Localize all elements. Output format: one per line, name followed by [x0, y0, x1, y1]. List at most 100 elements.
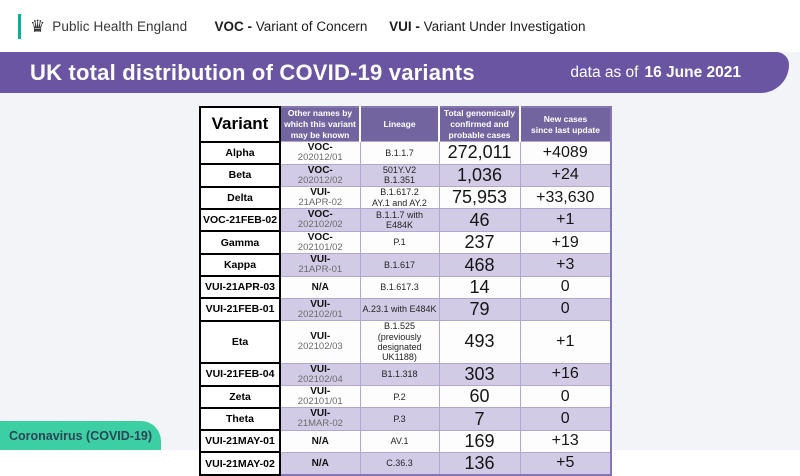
table-row: Gamma VOC- 202101/02 P.1 237 +19: [199, 230, 612, 255]
total-cases-cell: 303: [438, 362, 521, 387]
table-row: VUI-21MAY-01 N/A AV.1 169 +13: [199, 429, 612, 454]
other-names-line1: VUI-: [310, 408, 331, 420]
lineage-cell: B.1.617.2 AY.1 and AY.2: [359, 186, 440, 210]
other-names-line2: 202102/02: [297, 219, 343, 231]
vui-abbr: VUI -: [389, 18, 420, 34]
other-names-cell: VUI- 202102/04: [279, 362, 361, 387]
logo-text: Public Health England: [52, 18, 188, 34]
other-names-line2: 202101/02: [297, 241, 343, 253]
new-cases-cell: +16: [519, 362, 612, 387]
other-names-line1: VOC-: [307, 142, 333, 154]
table-row: VUI-21FEB-01 VUI- 202102/01 A.23.1 with E48…: [199, 297, 612, 322]
col-header-total-cases: Total genomically confirmed and probable…: [438, 107, 520, 142]
col-header-lineage: Lineage: [359, 107, 439, 142]
table-row: Theta VUI- 21MAR-02 P.3 7 0: [199, 406, 612, 432]
new-cases-cell: +1: [519, 320, 612, 364]
voc-abbr: VOC -: [214, 18, 253, 34]
other-names-line2: 21APR-01: [298, 264, 343, 276]
variant-name-cell: VUI-21FEB-01: [199, 297, 281, 322]
other-names-line1: N/A: [311, 435, 329, 447]
new-cases-cell: +5: [519, 451, 612, 476]
total-cases-cell: 169: [438, 429, 521, 453]
coronavirus-tag: Coronavirus (COVID-19): [0, 421, 161, 450]
variant-name-cell: VUI-21MAY-02: [199, 451, 281, 476]
other-names-line1: VUI-: [310, 298, 331, 310]
variant-name-cell: Gamma: [199, 230, 281, 255]
other-names-line1: VOC-: [307, 209, 333, 221]
table-row: Zeta VUI- 202101/01 P.2 60 0: [199, 384, 612, 409]
new-cases-cell: +1: [519, 208, 612, 232]
other-names-line1: N/A: [311, 281, 329, 293]
table-row: Eta VUI- 202102/03 B.1.525 (previously desi…: [199, 319, 612, 365]
other-names-line1: VUI-: [310, 187, 331, 199]
variant-name-cell: Alpha: [199, 140, 281, 166]
other-names-cell: VUI- 202101/01: [279, 385, 361, 409]
new-cases-cell: 0: [519, 297, 612, 322]
total-cases-cell: 79: [438, 297, 521, 322]
crown-icon: ♛: [30, 16, 46, 36]
other-names-line1: VOC-: [307, 231, 333, 243]
other-names-cell: VOC- 202012/01: [279, 141, 361, 165]
other-names-cell: VUI- 21APR-02: [279, 186, 361, 210]
variant-name-cell: Beta: [199, 163, 281, 188]
new-cases-cell: +13: [519, 429, 612, 453]
variant-name-cell: VUI-21APR-03: [199, 275, 281, 300]
total-cases-cell: 237: [438, 230, 521, 255]
lineage-cell: A.23.1 with E484K: [359, 297, 440, 322]
new-cases-cell: +3: [519, 253, 612, 277]
voc-label: Variant of Concern: [255, 18, 368, 34]
other-names-line1: VUI-: [310, 331, 331, 343]
table-row: VUI-21FEB-04 VUI- 202102/04 B1.1.318 303 +16: [199, 362, 612, 387]
data-as-of: data as of 16 June 2021: [570, 52, 741, 93]
col-header-other-names: Other names by which this variant may be…: [279, 107, 360, 142]
other-names-line2: 202102/01: [297, 308, 343, 320]
table-header-row: Variant Other names by which this varian…: [199, 106, 611, 143]
table-row: Beta VOC- 202012/02 501Y.V2 B.1.351 1,036 +24: [199, 163, 612, 188]
other-names-cell: N/A: [279, 429, 361, 453]
table-row: Alpha VOC- 202012/01 B.1.1.7 272,011 +4089: [199, 140, 612, 166]
new-cases-cell: +24: [519, 163, 612, 188]
col-header-new-cases: New cases since last update: [519, 107, 611, 142]
new-cases-cell: 0: [519, 275, 612, 299]
other-names-line1: VUI-: [310, 363, 331, 375]
table-row: VUI-21APR-03 N/A B.1.617.3 14 0: [199, 275, 612, 300]
lineage-cell: B1.1.318: [359, 362, 440, 387]
total-cases-cell: 7: [438, 407, 521, 431]
table-row: VOC-21FEB-02 VOC- 202102/02 B.1.1.7 with E4…: [199, 207, 612, 233]
variant-name-cell: Zeta: [199, 384, 281, 409]
page-title: UK total distribution of COVID-19 varian…: [30, 59, 475, 85]
other-names-line2: 202102/04: [297, 373, 343, 385]
other-names-line1: N/A: [311, 457, 329, 469]
total-cases-cell: 1,036: [438, 163, 521, 188]
other-names-cell: VUI- 21APR-01: [279, 253, 361, 277]
lineage-cell: B.1.1.7: [359, 141, 440, 165]
other-names-cell: N/A: [279, 451, 361, 476]
other-names-line1: VOC-: [307, 164, 333, 176]
lineage-cell: P.1: [359, 230, 440, 255]
other-names-line2: 21APR-02: [298, 197, 343, 209]
other-names-line2: 202012/02: [297, 174, 343, 186]
other-names-line2: 21MAR-02: [297, 418, 343, 430]
other-names-cell: VOC- 202102/02: [279, 208, 361, 232]
other-names-cell: VOC- 202012/02: [279, 163, 361, 188]
table-row: Delta VUI- 21APR-02 B.1.617.2 AY.1 and AY.2…: [199, 185, 612, 210]
other-names-cell: VUI- 202102/03: [279, 320, 361, 364]
table-body: Alpha VOC- 202012/01 B.1.1.7 272,011 +4089 Bet…: [199, 140, 612, 476]
col-header-variant: Variant: [199, 106, 281, 143]
variant-name-cell: Kappa: [199, 252, 281, 278]
other-names-line1: VUI-: [310, 386, 331, 398]
vui-label: Variant Under Investigation: [423, 18, 586, 34]
lineage-cell: B.1.525 (previously designated UK1188): [359, 320, 440, 364]
data-as-of-date: 16 June 2021: [644, 63, 741, 81]
variant-name-cell: VUI-21MAY-01: [199, 429, 281, 454]
total-cases-cell: 136: [438, 451, 521, 476]
lineage-cell: B.1.1.7 with E484K: [359, 208, 440, 232]
new-cases-cell: +19: [519, 230, 612, 255]
new-cases-cell: 0: [519, 385, 612, 409]
total-cases-cell: 46: [438, 208, 521, 232]
other-names-cell: VUI- 202102/01: [279, 297, 361, 322]
other-names-line2: 202012/01: [297, 152, 343, 164]
lineage-cell: P.2: [359, 385, 440, 409]
total-cases-cell: 468: [438, 253, 521, 277]
